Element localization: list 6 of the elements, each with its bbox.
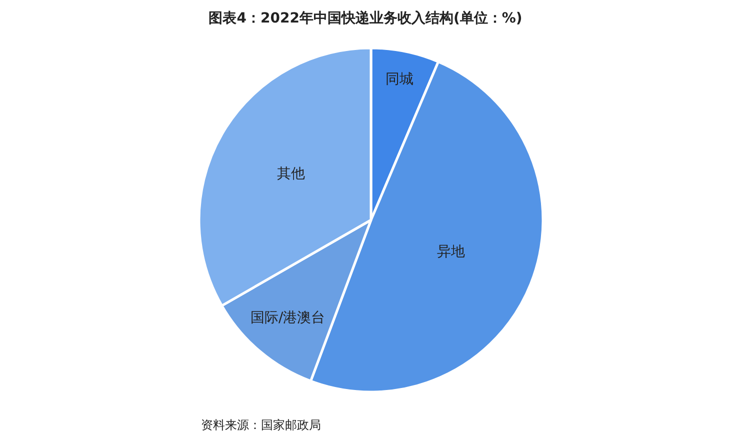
slice-label: 国际/港澳台 bbox=[250, 310, 326, 326]
slice-label: 其他 bbox=[277, 166, 306, 182]
chart-title: 图表4：2022年中国快递业务收入结构(单位：%) bbox=[208, 10, 522, 27]
slice-label: 异地 bbox=[436, 244, 465, 260]
text: 资料来源：国家邮政局 bbox=[201, 418, 321, 432]
slice-label: 同城 bbox=[386, 72, 414, 88]
